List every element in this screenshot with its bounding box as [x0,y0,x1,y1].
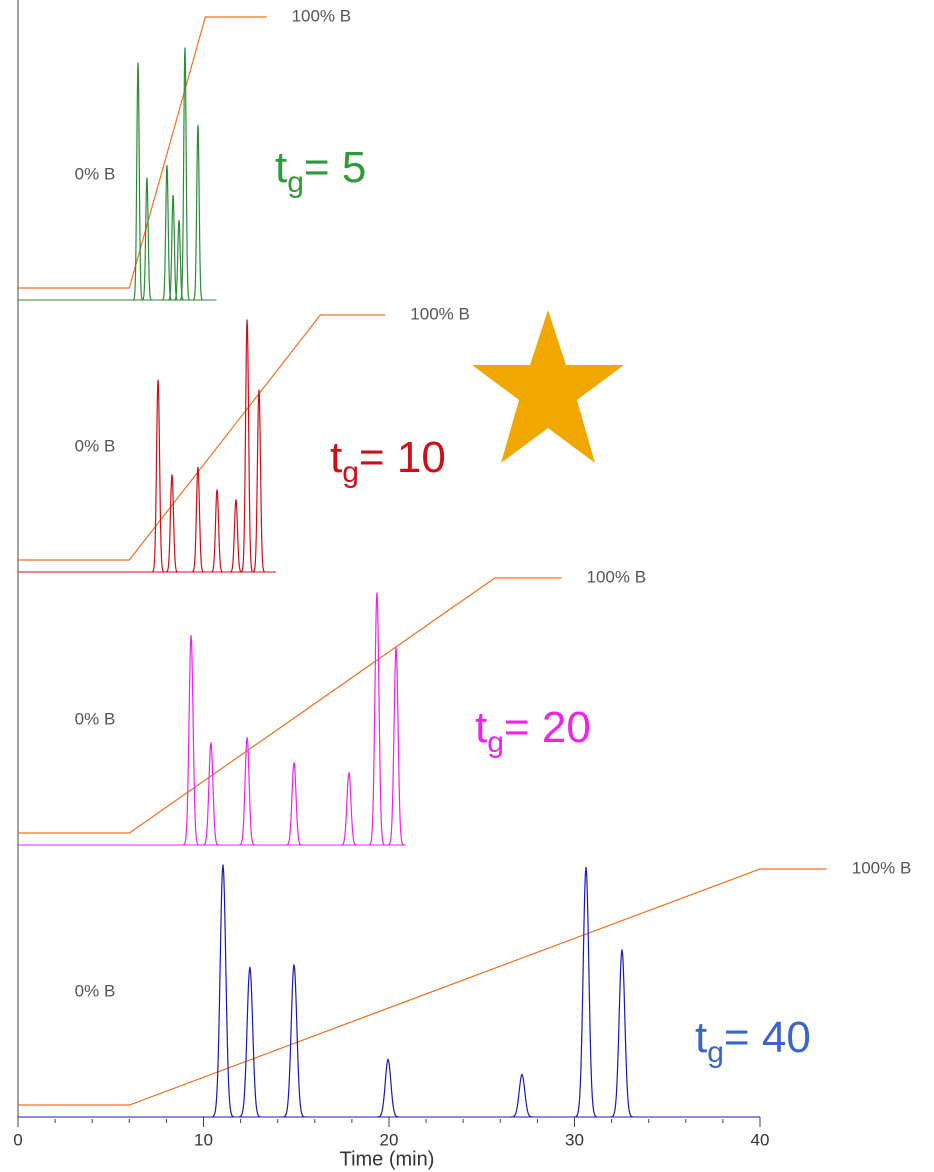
gradient-line [18,314,386,561]
peak [151,379,165,573]
peak [179,47,191,301]
full-b-label: 100% B [410,304,470,323]
label-rest: = 5 [304,143,366,192]
x-tick-label: 20 [380,1130,399,1149]
x-tick-label: 0 [13,1130,22,1149]
full-b-label: 100% B [587,567,647,586]
peak [210,489,224,573]
label-sub: g [287,166,304,199]
x-axis-label: Time (min) [340,1148,435,1170]
peak [387,647,405,846]
peak [368,592,386,846]
peak [285,762,303,846]
zero-b-label: 0% B [75,436,116,455]
peak [282,964,306,1118]
gradient-line [18,577,562,834]
gradient-time-label: tg= 40 [695,1013,811,1069]
peak [174,219,184,301]
gradient-time-label: tg= 10 [330,433,446,489]
peak [191,466,205,573]
peak [376,1057,400,1118]
label-rest: = 10 [359,433,446,482]
label-main: t [275,143,287,192]
peak [211,864,235,1118]
peak [202,742,219,846]
star-icon [472,310,624,463]
zero-b-label: 0% B [75,709,116,728]
label-main: t [330,433,342,482]
peak [574,866,598,1118]
gradient-time-label: tg= 20 [475,703,591,759]
full-b-label: 100% B [292,6,352,25]
peak [132,62,144,301]
x-tick-label: 10 [194,1130,213,1149]
gradient-time-label: tg= 5 [275,143,366,199]
peak [238,966,262,1118]
x-tick-label: 30 [565,1130,584,1149]
label-main: t [695,1013,707,1062]
peak [141,177,152,301]
peak [240,319,254,573]
peak [610,949,634,1118]
gradient-line [18,868,827,1106]
full-b-label: 100% B [852,858,912,877]
gradient-line [18,16,267,289]
label-sub: g [342,456,359,489]
label-rest: = 20 [504,703,591,752]
peak [182,634,200,846]
zero-b-label: 0% B [75,981,116,1000]
label-sub: g [487,726,504,759]
label-main: t [475,703,487,752]
peak [192,124,203,301]
peak [165,474,179,573]
x-tick-label: 40 [751,1130,770,1149]
peak [239,737,256,846]
peak [510,1073,534,1118]
peak [229,499,243,573]
label-sub: g [707,1036,724,1069]
peak [252,389,266,573]
zero-b-label: 0% B [75,164,116,183]
peak [340,772,357,846]
label-rest: = 40 [724,1013,811,1062]
